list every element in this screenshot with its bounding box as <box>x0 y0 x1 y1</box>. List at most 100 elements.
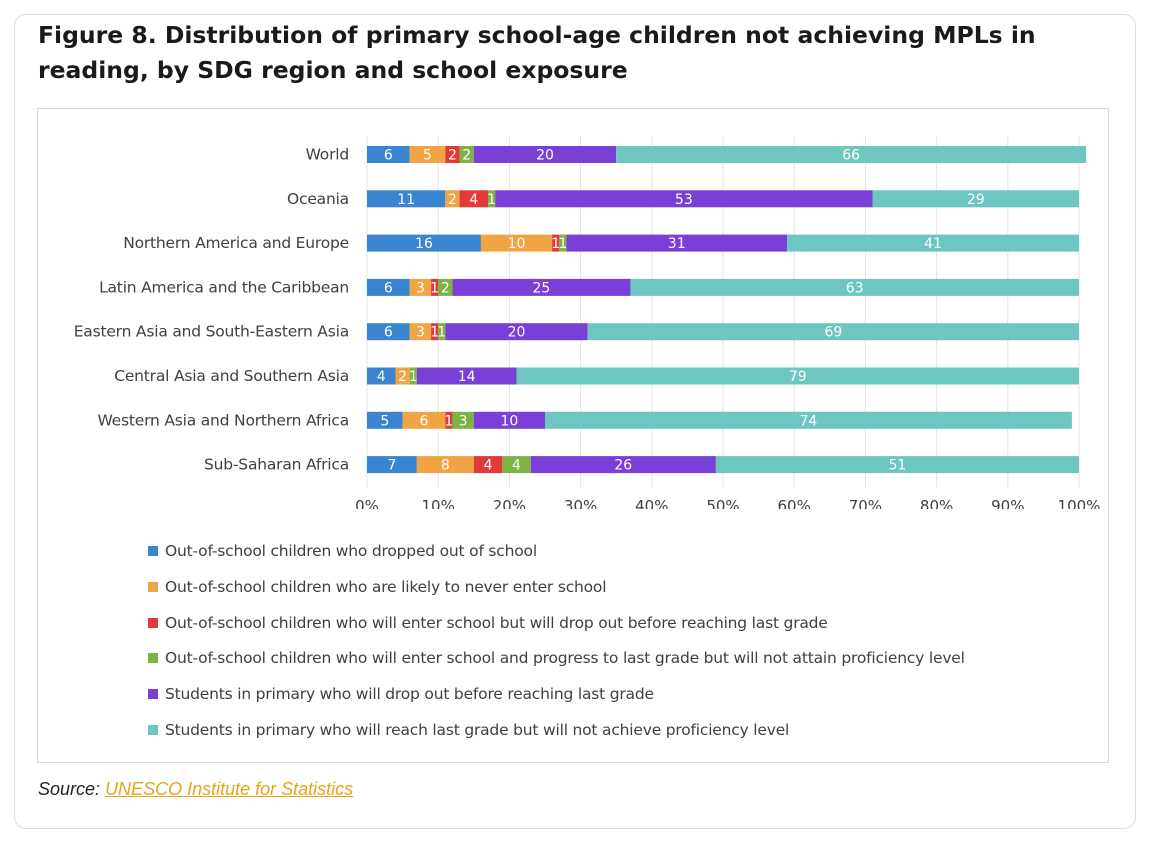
legend-swatch <box>148 653 158 664</box>
bar-segment <box>616 146 1087 163</box>
data-label: 69 <box>824 325 842 341</box>
legend-label: Students in primary who will drop out be… <box>165 685 654 704</box>
x-tick-label: 70% <box>849 497 882 509</box>
data-label: 1 <box>409 369 418 385</box>
bar-segment <box>409 278 432 296</box>
bar-segment <box>452 278 631 296</box>
data-label: 63 <box>846 280 864 296</box>
bar-segment <box>516 367 1079 385</box>
data-label: 1 <box>437 325 446 341</box>
bar-segment <box>473 146 617 163</box>
bar-segment <box>367 323 410 341</box>
x-tick-label: 90% <box>991 497 1024 509</box>
bar-segment <box>473 411 545 429</box>
bar-segment <box>409 146 446 163</box>
bar-segment <box>587 323 1079 341</box>
chart-container: World 6 5 2 2 20 66 Oceania 11 2 4 1 53 29 Northern Am… <box>37 108 1109 763</box>
data-label: 20 <box>536 148 554 164</box>
bar-segment <box>367 456 417 474</box>
legend-swatch <box>148 725 158 735</box>
bar-segment <box>416 456 474 474</box>
bar-segment <box>367 278 410 296</box>
data-label: 1 <box>551 236 560 252</box>
data-label: 1 <box>558 236 567 252</box>
bar-segment <box>367 367 396 385</box>
data-label: 16 <box>415 236 433 252</box>
category-label: Central Asia and Southern Asia <box>114 367 349 385</box>
category-label: Oceania <box>287 190 349 208</box>
data-label: 6 <box>384 148 393 164</box>
x-tick-label: 60% <box>778 497 811 509</box>
x-tick-label: 50% <box>706 497 739 509</box>
bar-segment <box>431 323 439 341</box>
data-label: 20 <box>508 325 526 341</box>
data-label: 2 <box>448 192 457 208</box>
category-label: Latin America and the Caribbean <box>99 278 349 296</box>
bar-segment <box>409 323 432 341</box>
bar-segment <box>566 234 788 252</box>
data-label: 1 <box>430 325 439 341</box>
data-label: 2 <box>448 148 457 164</box>
data-label: 2 <box>462 148 471 164</box>
legend-label: Out-of-school children who will enter sc… <box>165 649 965 668</box>
data-label: 41 <box>924 236 942 252</box>
data-label: 31 <box>668 236 686 252</box>
data-label: 10 <box>508 236 526 252</box>
data-label: 10 <box>500 413 518 429</box>
bar-segment <box>545 411 1072 429</box>
bar-segment <box>367 146 410 163</box>
category-label: Northern America and Europe <box>123 234 349 252</box>
source-line: Source: UNESCO Institute for Statistics <box>38 779 353 800</box>
x-tick-label: 40% <box>635 497 668 509</box>
bar-segment <box>480 234 553 252</box>
bar-segment <box>459 146 474 163</box>
legend-label: Out-of-school children who are likely to… <box>165 577 607 596</box>
bar-segment <box>715 456 1079 474</box>
data-label: 79 <box>789 369 807 385</box>
bar-segment <box>872 190 1079 208</box>
bar-segment <box>530 456 716 474</box>
legend-swatch <box>148 581 158 592</box>
data-label: 1 <box>430 280 439 296</box>
bar-segment <box>488 190 496 208</box>
bar-segment <box>452 411 474 429</box>
data-label: 3 <box>459 413 468 429</box>
category-label: Sub-Saharan Africa <box>204 456 349 474</box>
data-label: 8 <box>441 458 450 474</box>
data-label: 6 <box>419 413 428 429</box>
figure-title: Figure 8. Distribution of primary school… <box>38 21 1036 84</box>
bar-segment <box>459 190 489 208</box>
bar-segment <box>445 411 453 429</box>
data-label: 4 <box>512 458 521 474</box>
x-tick-label: 10% <box>422 497 455 509</box>
category-label: World <box>306 146 349 164</box>
data-label: 1 <box>444 413 453 429</box>
data-label: 26 <box>614 458 632 474</box>
legend-label: Out-of-school children who dropped out o… <box>165 542 537 560</box>
bar-segment <box>559 234 567 252</box>
data-label: 5 <box>423 148 432 164</box>
data-label: 53 <box>675 192 693 208</box>
x-tick-label: 30% <box>564 497 597 509</box>
data-label: 6 <box>384 280 393 296</box>
data-label: 11 <box>397 192 415 208</box>
data-label: 4 <box>377 369 386 385</box>
x-tick-label: 100% <box>1058 497 1101 509</box>
bar-segment <box>473 456 503 474</box>
bar-segment <box>495 190 873 208</box>
legend-label: Students in primary who will reach last … <box>165 721 790 739</box>
legend-label: Out-of-school children who will enter sc… <box>165 613 828 632</box>
data-label: 2 <box>441 280 450 296</box>
data-label: 4 <box>469 192 478 208</box>
source-label: Source: <box>38 779 101 799</box>
data-label: 25 <box>533 280 551 296</box>
source-link[interactable]: UNESCO Institute for Statistics <box>105 779 354 799</box>
bar-segment <box>630 278 1079 296</box>
bar-segment <box>445 323 588 341</box>
data-label: 3 <box>416 280 425 296</box>
bar-segment <box>787 234 1079 252</box>
bar-segment <box>438 323 446 341</box>
bar-segment <box>395 367 410 385</box>
data-label: 29 <box>967 192 985 208</box>
